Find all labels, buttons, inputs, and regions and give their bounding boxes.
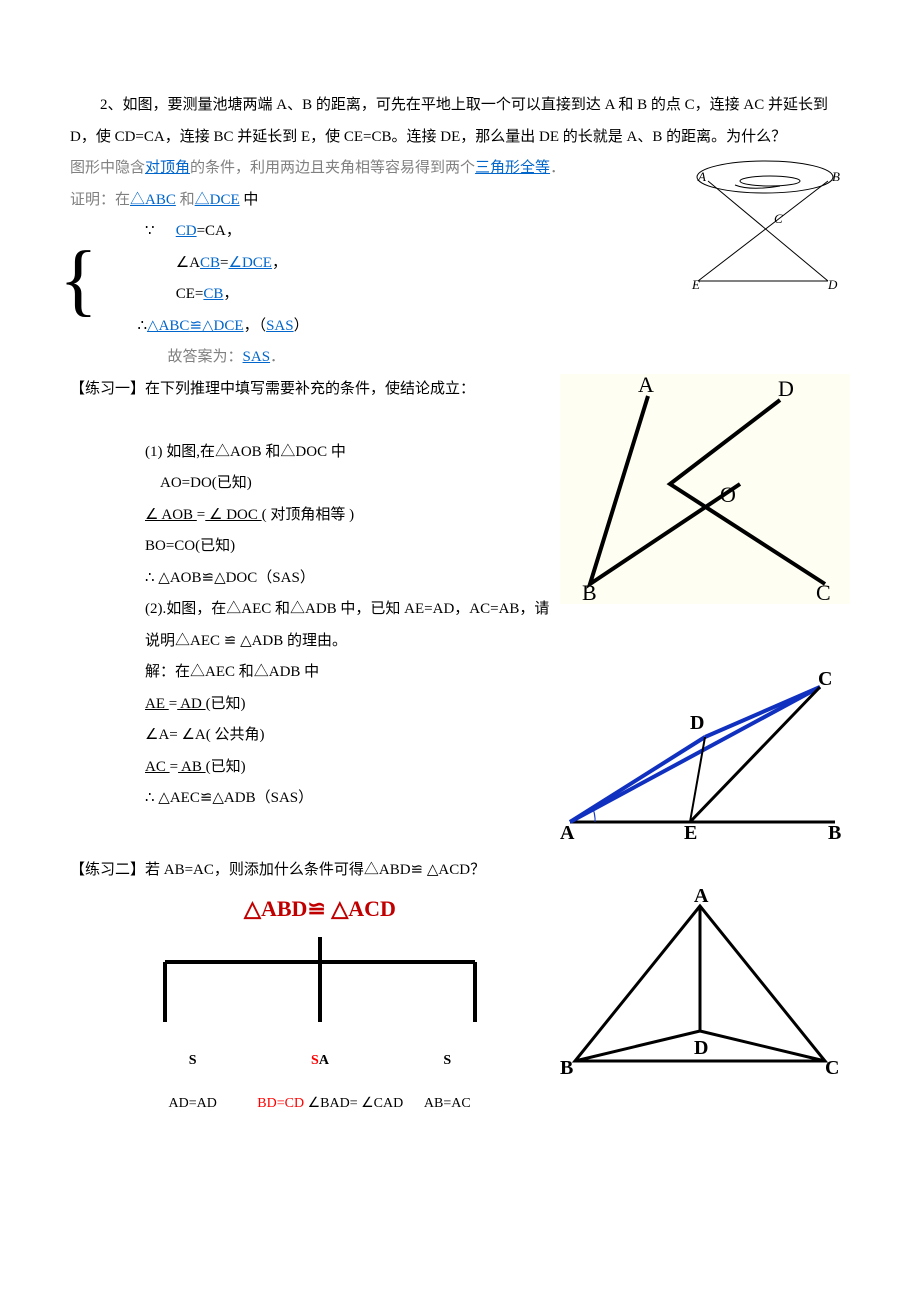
tree-head-2: SA (257, 1046, 382, 1075)
lbl-b3: B (828, 822, 841, 842)
tree-line-1: AD=AD (130, 1089, 255, 1118)
lbl-b2: B (582, 580, 597, 604)
lbl-a4: A (694, 886, 709, 907)
link-dce3[interactable]: △DCE (202, 318, 244, 334)
q2-text: 2、如图，要测量池塘两端 A、B 的距离，可先在平地上取一个可以直接到达 A 和… (70, 90, 850, 153)
tree-line-3: AB=AC (385, 1089, 510, 1118)
lbl-e3: E (684, 822, 697, 842)
lbl-c: C (774, 211, 783, 226)
lbl-d: D (827, 277, 838, 292)
lbl-a3: A (560, 822, 575, 842)
tree-lines-icon (130, 932, 510, 1027)
lbl-c4: C (825, 1057, 839, 1079)
link-cd[interactable]: CD (176, 223, 197, 239)
link-abc[interactable]: △ABC (130, 192, 176, 208)
fig-abd-acd: A B D C (550, 886, 850, 1099)
link-cb2[interactable]: CB (203, 286, 223, 302)
lbl-b4: B (560, 1057, 573, 1079)
link-vertical-angle[interactable]: 对顶角 (145, 160, 190, 176)
link-sas1[interactable]: SAS (266, 318, 294, 334)
fig-aec-adb: C D A E B (550, 667, 850, 855)
lbl-c2: C (816, 580, 831, 604)
lbl-d4: D (694, 1037, 708, 1059)
fig-pond: A B C E D (680, 153, 850, 306)
link-cb1[interactable]: CB (200, 255, 220, 271)
lbl-d3: D (690, 712, 704, 734)
lbl-o: O (720, 482, 736, 507)
lbl-c3: C (818, 668, 832, 690)
link-congruent[interactable]: 三角形全等 (475, 160, 550, 176)
lbl-d2: D (778, 376, 794, 401)
link-sas2[interactable]: SAS (243, 349, 271, 365)
tree-head-3: S (385, 1046, 510, 1075)
lbl-b: B (832, 169, 840, 184)
q2-conclusion: ∴△ABC≌△DCE，（SAS） (138, 311, 851, 343)
ex2-top: △ABD≌ △ACD (130, 886, 510, 932)
tree-line-2: BD=CD ∠BAD= ∠CAD (257, 1089, 382, 1118)
lbl-a: A (697, 169, 706, 184)
fig-aob-doc: A D O B C (560, 374, 850, 617)
ex2-title: 【练习二】若 AB=AC，则添加什么条件可得△ABD≌ △ACD？ (70, 855, 850, 887)
lbl-a2: A (638, 374, 654, 397)
ex2-tree: △ABD≌ △ACD S SA S AD=AD BD=CD ∠BAD= ∠CAD… (130, 886, 510, 1118)
brace-icon: { (59, 240, 97, 320)
tree-head-1: S (130, 1046, 255, 1075)
lbl-e: E (691, 277, 700, 292)
link-dce[interactable]: △DCE (195, 192, 240, 208)
link-abc2[interactable]: △ABC (147, 318, 189, 334)
link-cong[interactable]: ≌ (189, 318, 202, 334)
link-dce2[interactable]: ∠DCE (229, 255, 272, 271)
q2-answer: 故答案为：SAS． (168, 342, 851, 374)
